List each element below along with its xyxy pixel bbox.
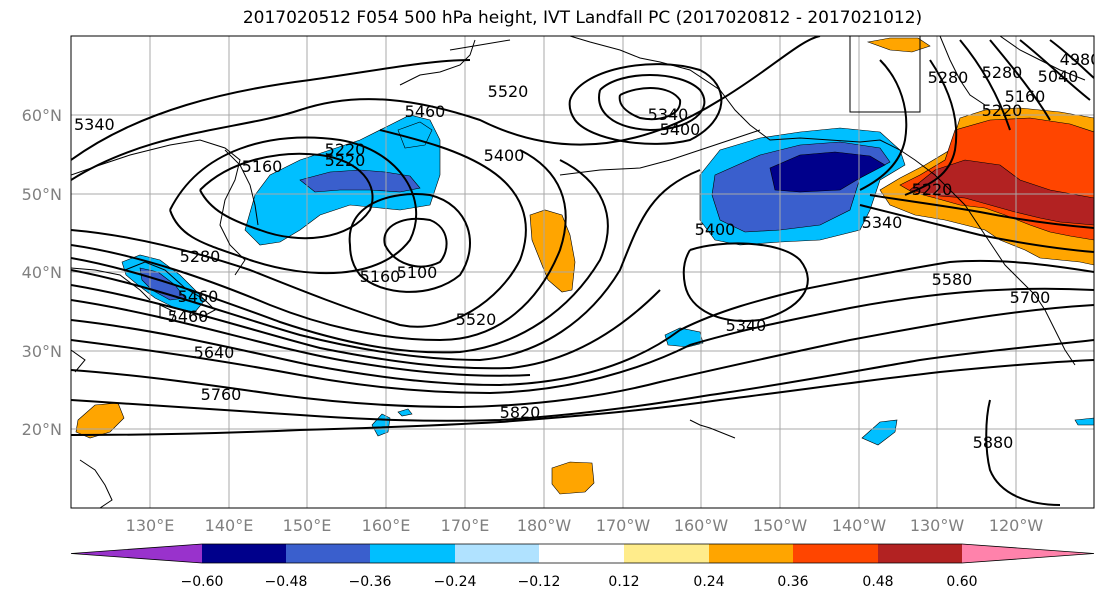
contour-label: 5160	[1005, 87, 1046, 106]
lon-label: 170°W	[596, 516, 651, 535]
contour-label: 5340	[648, 105, 689, 124]
contour-label: 5640	[194, 343, 235, 362]
colorbar-segment	[539, 544, 624, 563]
contour-label: 5580	[932, 270, 973, 289]
coastlines	[71, 36, 1086, 508]
lon-label: 140°E	[205, 516, 254, 535]
contour-label: 5820	[500, 403, 541, 422]
lon-label: 150°W	[753, 516, 808, 535]
lat-label: 60°N	[22, 106, 62, 125]
contour-label: 5520	[488, 82, 529, 101]
colorbar-segment	[370, 544, 455, 563]
colorbar-segment	[455, 544, 539, 563]
contour-label: 5220	[325, 140, 366, 159]
contour-label: 5220	[982, 101, 1023, 120]
colorbar-segment	[624, 544, 709, 563]
lon-label: 180°W	[517, 516, 572, 535]
contour-label: 5760	[201, 385, 242, 404]
contour-label: 5340	[862, 213, 903, 232]
contour-label: 5520	[456, 310, 497, 329]
contour-label: 5340	[726, 316, 767, 335]
contour-label: 5460	[178, 287, 219, 306]
lat-label: 20°N	[22, 420, 62, 439]
colorbar-tick-label: −0.48	[265, 574, 308, 590]
colorbar-tick-labels: −0.60 −0.48 −0.36 −0.24 −0.12 0.12 0.24 …	[181, 574, 978, 590]
contour-label: 5400	[695, 220, 736, 239]
contour-label: 5400	[484, 146, 525, 165]
contour-label: 5160	[242, 157, 283, 176]
contour-label: 5040	[1038, 67, 1079, 86]
colorbar-extend-max	[962, 544, 1094, 563]
map-title: 2017020512 F054 500 hPa height, IVT Land…	[242, 8, 923, 28]
height-contours	[71, 36, 1094, 506]
lat-label: 40°N	[22, 263, 62, 282]
colorbar-extend-min	[71, 544, 202, 563]
contour-label: 5700	[1010, 288, 1051, 307]
colorbar-tick-label: 0.48	[862, 574, 893, 590]
contour-label: 5400	[660, 120, 701, 139]
map-frame	[70, 35, 1095, 509]
lon-label: 130°W	[910, 516, 965, 535]
colorbar-tick-label: −0.24	[434, 574, 477, 590]
lon-label: 160°W	[674, 516, 729, 535]
colorbar-tick-label: −0.12	[518, 574, 561, 590]
colorbar-segment	[202, 544, 286, 563]
lat-label: 50°N	[22, 185, 62, 204]
latitude-labels: 60°N 50°N 40°N 30°N 20°N	[22, 106, 62, 439]
lon-label: 120°W	[989, 516, 1044, 535]
contour-label: 5280	[982, 63, 1023, 82]
contour-label: 5280	[180, 247, 221, 266]
colorbar-tick-label: 0.60	[946, 574, 977, 590]
contour-label: 5460	[405, 102, 446, 121]
colorbar-segment	[878, 544, 962, 563]
contour-label: 5160	[360, 267, 401, 286]
colorbar-segment	[709, 544, 793, 563]
lon-label: 150°E	[283, 516, 332, 535]
contour-label: 5340	[74, 115, 115, 134]
contour-label: 5880	[973, 433, 1014, 452]
contour-label: 5220	[912, 180, 953, 199]
colorbar-tick-label: 0.12	[608, 574, 639, 590]
colorbar-segment	[793, 544, 878, 563]
lon-label: 160°E	[362, 516, 411, 535]
colorbar-segment	[286, 544, 370, 563]
colorbar-outline	[70, 543, 1095, 564]
colorbar-tick-label: −0.60	[181, 574, 224, 590]
colorbar-tick-label: −0.36	[349, 574, 392, 590]
contour-label: 5460	[168, 307, 209, 326]
lon-label: 130°E	[126, 516, 175, 535]
contour-label: 4980	[1060, 50, 1101, 69]
colorbar-tick-label: 0.24	[693, 574, 724, 590]
colorbar-tick-label: 0.36	[777, 574, 808, 590]
lon-label: 140°W	[832, 516, 887, 535]
lat-label: 30°N	[22, 342, 62, 361]
longitude-labels: 130°E 140°E 150°E 160°E 170°E 180°W 170°…	[126, 516, 1044, 535]
contour-label: 5100	[397, 263, 438, 282]
lon-label: 170°E	[441, 516, 490, 535]
colorbar	[70, 543, 1095, 564]
contour-label: 5280	[928, 68, 969, 87]
contour-label: 5220	[325, 151, 366, 170]
